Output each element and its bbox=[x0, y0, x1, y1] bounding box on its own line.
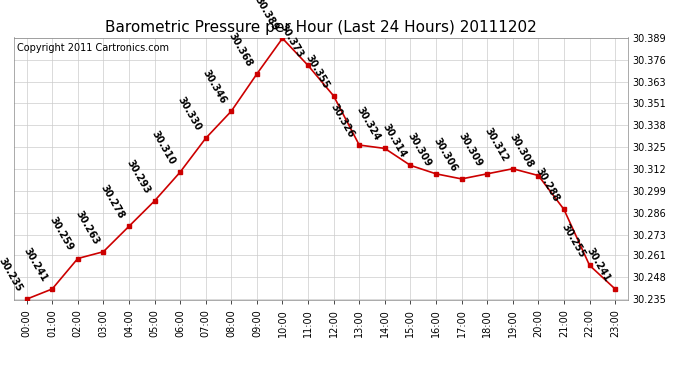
Text: 30.263: 30.263 bbox=[73, 209, 101, 246]
Text: 30.326: 30.326 bbox=[329, 102, 357, 140]
Text: 30.255: 30.255 bbox=[560, 222, 586, 260]
Text: 30.330: 30.330 bbox=[175, 95, 203, 133]
Text: 30.278: 30.278 bbox=[99, 183, 126, 221]
Text: 30.310: 30.310 bbox=[150, 129, 177, 166]
Text: 30.259: 30.259 bbox=[48, 216, 75, 253]
Text: 30.373: 30.373 bbox=[278, 22, 305, 60]
Text: 30.241: 30.241 bbox=[585, 246, 612, 284]
Text: 30.389: 30.389 bbox=[253, 0, 279, 33]
Text: 30.293: 30.293 bbox=[124, 158, 152, 195]
Text: 30.346: 30.346 bbox=[201, 68, 228, 106]
Text: Copyright 2011 Cartronics.com: Copyright 2011 Cartronics.com bbox=[17, 43, 169, 53]
Text: 30.324: 30.324 bbox=[355, 105, 382, 143]
Title: Barometric Pressure per Hour (Last 24 Hours) 20111202: Barometric Pressure per Hour (Last 24 Ho… bbox=[105, 20, 537, 35]
Text: 30.309: 30.309 bbox=[406, 131, 433, 168]
Text: 30.306: 30.306 bbox=[431, 136, 459, 173]
Text: 30.368: 30.368 bbox=[226, 31, 254, 68]
Text: 30.235: 30.235 bbox=[0, 256, 24, 294]
Text: 30.288: 30.288 bbox=[533, 166, 561, 204]
Text: 30.309: 30.309 bbox=[457, 131, 484, 168]
Text: 30.355: 30.355 bbox=[304, 53, 331, 90]
Text: 30.241: 30.241 bbox=[22, 246, 50, 284]
Text: 30.308: 30.308 bbox=[508, 132, 535, 170]
Text: 30.314: 30.314 bbox=[380, 122, 408, 160]
Text: 30.312: 30.312 bbox=[482, 126, 510, 163]
